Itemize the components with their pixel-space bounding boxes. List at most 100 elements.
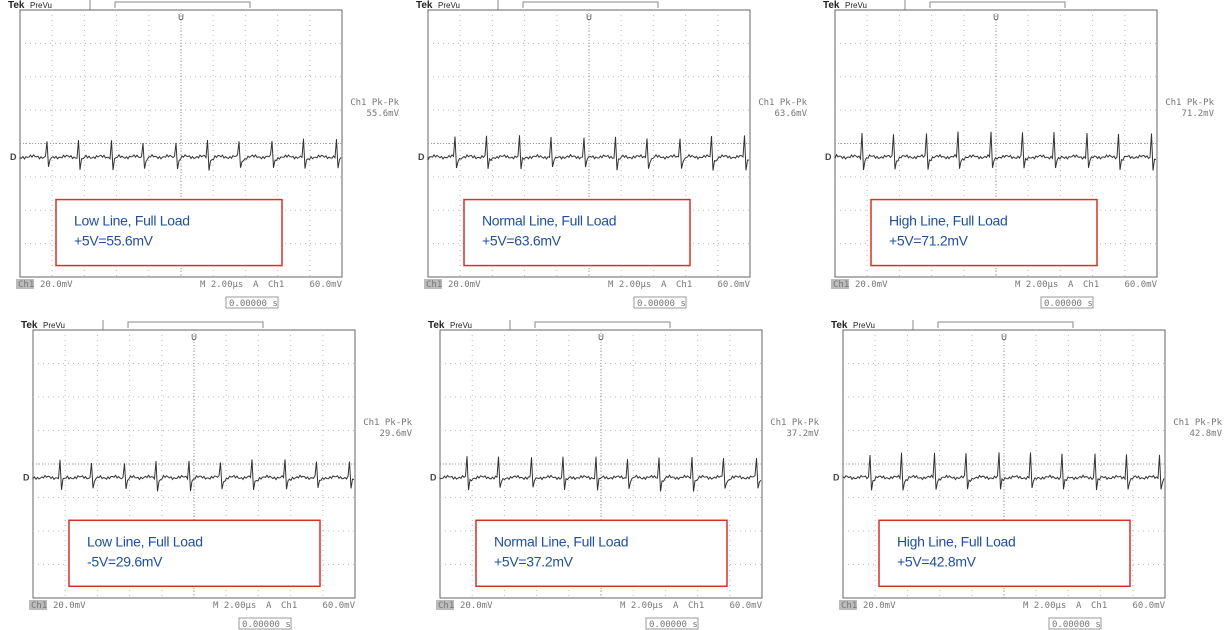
footer-trigger-mode: A — [673, 601, 679, 611]
footer-position: 0.00000 s — [649, 620, 698, 630]
record-bracket — [535, 322, 670, 328]
mode: PreVu — [43, 321, 65, 330]
brand: Tek — [823, 0, 840, 11]
channel-marker: D — [430, 472, 437, 482]
footer-trigger-mode: A — [253, 280, 259, 290]
mode: PreVu — [845, 1, 867, 10]
annotation-line: High Line, Full Load — [897, 533, 1016, 549]
footer-scale: 20.0mV — [855, 280, 888, 290]
footer-position: 0.00000 s — [1044, 299, 1093, 309]
annotation-line: +5V=71.2mV — [889, 233, 969, 249]
footer-channel: Ch1 — [31, 601, 47, 611]
trigger-marker: U — [191, 333, 197, 342]
footer-trigger-channel: Ch1 — [268, 280, 284, 290]
footer-trigger-channel: Ch1 — [281, 601, 297, 611]
record-bracket — [938, 322, 1073, 328]
measurement-value: 37.2mV — [786, 429, 819, 439]
footer-channel: Ch1 — [18, 280, 34, 290]
footer-position: 0.00000 s — [1052, 620, 1101, 630]
footer-trigger-level: 60.0mV — [1132, 601, 1165, 611]
measurement-value: 42.8mV — [1189, 429, 1222, 439]
footer-scale: 20.0mV — [460, 601, 493, 611]
channel-marker: D — [825, 152, 832, 162]
brand: Tek — [8, 0, 25, 11]
brand: Tek — [416, 0, 433, 11]
annotation-line: Normal Line, Full Load — [494, 533, 628, 549]
mode: PreVu — [30, 1, 52, 10]
footer-timebase: M 2.00µs — [620, 601, 663, 611]
footer-channel: Ch1 — [833, 280, 849, 290]
footer-trigger-channel: Ch1 — [676, 280, 692, 290]
measurement-value: 55.6mV — [366, 109, 399, 119]
footer-trigger-level: 60.0mV — [322, 601, 355, 611]
footer-trigger-channel: Ch1 — [1083, 280, 1099, 290]
footer-position: 0.00000 s — [242, 620, 291, 630]
channel-marker: D — [23, 472, 30, 482]
annotation-line: Low Line, Full Load — [87, 533, 203, 549]
annotation-line: +5V=42.8mV — [897, 553, 977, 569]
footer-trigger-level: 60.0mV — [717, 280, 750, 290]
mode: PreVu — [853, 321, 875, 330]
footer-trigger-mode: A — [661, 280, 667, 290]
trigger-marker: U — [586, 13, 592, 22]
footer-channel: Ch1 — [841, 601, 857, 611]
footer-channel: Ch1 — [438, 601, 454, 611]
footer-trigger-mode: A — [266, 601, 272, 611]
mode: PreVu — [450, 321, 472, 330]
footer-trigger-level: 60.0mV — [309, 280, 342, 290]
footer-trigger-level: 60.0mV — [1124, 280, 1157, 290]
annotation-line: Normal Line, Full Load — [482, 213, 616, 229]
footer-trigger-mode: A — [1068, 280, 1074, 290]
measurement-value: 29.6mV — [379, 429, 412, 439]
footer-position: 0.00000 s — [229, 299, 278, 309]
measurement-value: 71.2mV — [1181, 109, 1214, 119]
mode: PreVu — [438, 1, 460, 10]
annotation-line: +5V=55.6mV — [74, 233, 154, 249]
footer-position: 0.00000 s — [637, 299, 686, 309]
footer-timebase: M 2.00µs — [213, 601, 256, 611]
annotation-line: +5V=37.2mV — [494, 553, 574, 569]
footer-timebase: M 2.00µs — [200, 280, 243, 290]
annotation-line: +5V=63.6mV — [482, 233, 562, 249]
measurement-label: Ch1 Pk-Pk — [350, 98, 399, 108]
scope-panel: TekPreVuUDCh1 Pk-Pk55.6mVLow Line, Full … — [8, 0, 400, 309]
footer-timebase: M 2.00µs — [608, 280, 651, 290]
footer-scale: 20.0mV — [863, 601, 896, 611]
footer-channel: Ch1 — [426, 280, 442, 290]
channel-marker: D — [418, 152, 425, 162]
record-bracket — [128, 322, 263, 328]
measurement-value: 63.6mV — [774, 109, 807, 119]
brand: Tek — [831, 320, 848, 331]
measurement-label: Ch1 Pk-Pk — [758, 98, 807, 108]
footer-trigger-level: 60.0mV — [729, 601, 762, 611]
footer-timebase: M 2.00µs — [1015, 280, 1058, 290]
annotation-line: High Line, Full Load — [889, 213, 1008, 229]
trigger-marker: U — [598, 333, 604, 342]
footer-trigger-channel: Ch1 — [688, 601, 704, 611]
annotation-line: -5V=29.6mV — [87, 553, 163, 569]
record-bracket — [523, 2, 658, 8]
footer-trigger-channel: Ch1 — [1091, 601, 1107, 611]
footer-scale: 20.0mV — [448, 280, 481, 290]
channel-marker: D — [833, 472, 840, 482]
footer-timebase: M 2.00µs — [1023, 601, 1066, 611]
channel-marker: D — [10, 152, 17, 162]
screenshot: TekPreVuUDCh1 Pk-Pk55.6mVLow Line, Full … — [0, 0, 1228, 630]
record-bracket — [115, 2, 250, 8]
measurement-label: Ch1 Pk-Pk — [363, 418, 412, 428]
annotation-line: Low Line, Full Load — [74, 213, 190, 229]
record-bracket — [930, 2, 1065, 8]
footer-scale: 20.0mV — [53, 601, 86, 611]
trigger-marker: U — [993, 13, 999, 22]
brand: Tek — [428, 320, 445, 331]
footer-trigger-mode: A — [1076, 601, 1082, 611]
measurement-label: Ch1 Pk-Pk — [770, 418, 819, 428]
brand: Tek — [21, 320, 38, 331]
measurement-label: Ch1 Pk-Pk — [1173, 418, 1222, 428]
footer-scale: 20.0mV — [40, 280, 73, 290]
